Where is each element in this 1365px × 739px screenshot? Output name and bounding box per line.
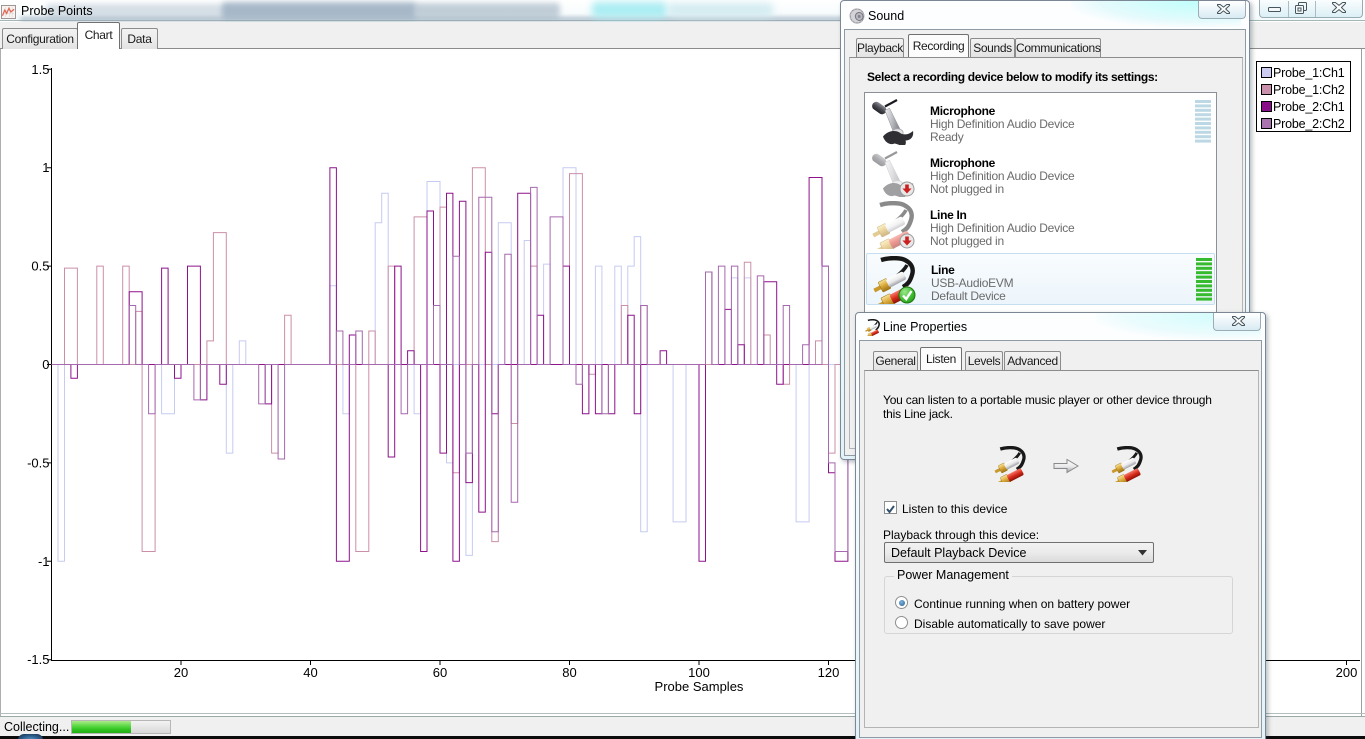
svg-text:120: 120 — [818, 665, 840, 680]
svg-text:-0.5: -0.5 — [27, 455, 49, 470]
svg-text:-1: -1 — [38, 554, 50, 569]
svg-text:40: 40 — [303, 665, 317, 680]
svg-text:80: 80 — [562, 665, 576, 680]
svg-text:1: 1 — [42, 160, 49, 175]
svg-text:Probe Samples: Probe Samples — [655, 679, 744, 694]
svg-text:200: 200 — [1336, 665, 1358, 680]
svg-text:20: 20 — [174, 665, 188, 680]
svg-text:100: 100 — [688, 665, 710, 680]
svg-text:60: 60 — [433, 665, 447, 680]
svg-text:0: 0 — [42, 357, 49, 372]
svg-text:-1.5: -1.5 — [27, 652, 49, 667]
svg-text:0.5: 0.5 — [31, 259, 49, 274]
svg-text:1.5: 1.5 — [31, 62, 49, 77]
